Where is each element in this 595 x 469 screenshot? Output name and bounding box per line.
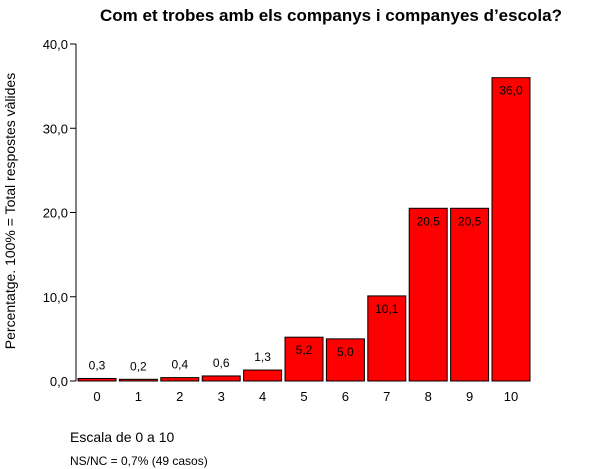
bar-value-label: 1,3 [254,350,271,364]
x-tick-label: 4 [259,389,266,404]
bar [201,375,241,382]
bar [325,338,365,382]
bar [450,207,490,382]
y-axis-label: Percentatge. 100% = Total respostes vàli… [2,73,18,349]
x-tick-label: 9 [466,389,473,404]
bar-value-label: 5,0 [337,345,354,359]
y-tick-label: 0,0 [50,374,68,389]
bar-value-label: 10,1 [375,302,399,316]
bar-value-label: 36,0 [499,84,523,98]
x-tick-label: 2 [176,389,183,404]
y-tick-label: 20,0 [43,206,68,221]
x-tick-label: 7 [383,389,390,404]
plot-area: 0,0 10,0 20,0 30,0 40,0 0,3 0 0,2 1 0,4 2 0,6 3 1,3 4 5… [43,37,531,404]
x-tick-label: 5 [300,389,307,404]
bar-value-label: 20,5 [458,214,482,228]
y-tick-label: 30,0 [43,121,68,136]
bar [284,336,324,382]
bar-value-label: 5,2 [296,343,313,357]
bar-value-label: 0,4 [171,358,188,372]
x-tick-label: 0 [93,389,100,404]
x-tick-label: 8 [425,389,432,404]
x-axis-label: Escala de 0 a 10 [70,429,175,445]
bar-value-label: 0,6 [213,356,230,370]
bar-value-label: 0,3 [89,358,106,372]
y-tick-label: 40,0 [43,37,68,52]
bar [491,77,531,382]
bar [408,207,448,382]
chart-title: Com et trobes amb els companys i company… [100,6,562,25]
missing-responses-note: NS/NC = 0,7% (49 casos) [70,454,208,468]
bar [243,369,283,382]
x-tick-label: 3 [218,389,225,404]
bar-value-label: 20,5 [417,214,441,228]
y-tick-label: 10,0 [43,290,68,305]
bar [367,295,407,382]
x-tick-label: 10 [504,389,518,404]
x-tick-label: 1 [135,389,142,404]
bar-value-label: 0,2 [130,359,147,373]
bar [118,378,158,382]
bar [160,377,200,382]
x-tick-label: 6 [342,389,349,404]
bar [77,377,117,382]
